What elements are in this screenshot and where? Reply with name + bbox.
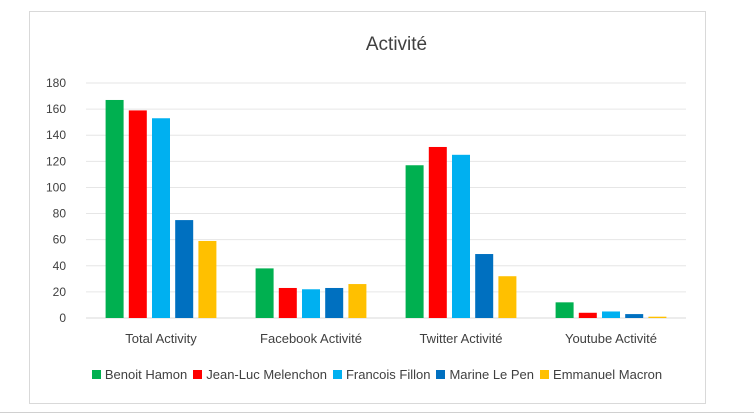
legend-label: Marine Le Pen: [449, 367, 535, 382]
bar-marine-le-pen-0: [175, 220, 194, 318]
bar-benoit-hamon-2: [405, 165, 424, 318]
y-tick-label: 60: [53, 233, 67, 247]
legend-swatch: [193, 370, 203, 379]
bar-marine-le-pen-2: [475, 254, 494, 318]
bar-benoit-hamon-3: [555, 302, 574, 318]
bar-benoit-hamon-1: [255, 268, 274, 318]
legend-label: Emmanuel Macron: [553, 367, 663, 382]
bar-benoit-hamon-0: [105, 99, 124, 318]
legend-item: Francois Fillon: [332, 367, 431, 382]
legend-swatch: [332, 370, 342, 379]
bar-jean-luc-melenchon-0: [128, 110, 147, 319]
legend-item: Jean-Luc Melenchon: [193, 367, 327, 382]
chart-legend: Benoit Hamon Jean-Luc Melenchon Francois F…: [0, 367, 754, 382]
bar-emmanuel-macron-2: [498, 276, 517, 318]
y-tick-label: 160: [46, 102, 66, 116]
legend-item: Emmanuel Macron: [540, 367, 662, 382]
x-tick-label: Twitter Activité: [419, 331, 502, 346]
bar-emmanuel-macron-1: [348, 284, 367, 318]
y-tick-label: 120: [46, 154, 66, 168]
x-tick-label: Total Activity: [125, 331, 197, 346]
legend-label: Benoit Hamon: [104, 367, 188, 382]
bar-francois-fillon-1: [302, 289, 320, 318]
bar-emmanuel-macron-0: [198, 240, 217, 318]
bar-francois-fillon-0: [152, 118, 170, 318]
legend-swatch: [436, 370, 446, 379]
y-tick-label: 0: [59, 311, 66, 325]
y-tick-label: 180: [46, 76, 66, 90]
bar-francois-fillon-3: [602, 311, 620, 318]
bar-jean-luc-melenchon-1: [278, 287, 297, 318]
chart-title: Activité: [365, 34, 428, 55]
y-tick-label: 20: [53, 285, 67, 299]
legend-item: Benoit Hamon: [91, 367, 188, 382]
legend-label: Francois Fillon: [345, 367, 431, 382]
x-tick-label: Facebook Activité: [260, 331, 362, 346]
legend-swatch: [91, 370, 101, 379]
y-tick-label: 80: [53, 207, 67, 221]
bar-jean-luc-melenchon-3: [578, 312, 597, 318]
page-divider: [0, 412, 754, 413]
legend-item: Marine Le Pen: [436, 367, 534, 382]
legend-swatch: [540, 370, 550, 379]
bar-francois-fillon-2: [452, 154, 470, 318]
y-tick-label: 100: [46, 180, 66, 194]
y-tick-label: 40: [53, 259, 67, 273]
x-tick-label: Youtube Activité: [565, 331, 657, 346]
y-tick-label: 140: [46, 128, 66, 142]
bar-jean-luc-melenchon-2: [428, 146, 447, 318]
bar-emmanuel-macron-3: [648, 316, 667, 318]
bar-marine-le-pen-3: [625, 314, 644, 318]
bar-marine-le-pen-1: [325, 287, 344, 318]
legend-label: Jean-Luc Melenchon: [206, 367, 327, 382]
